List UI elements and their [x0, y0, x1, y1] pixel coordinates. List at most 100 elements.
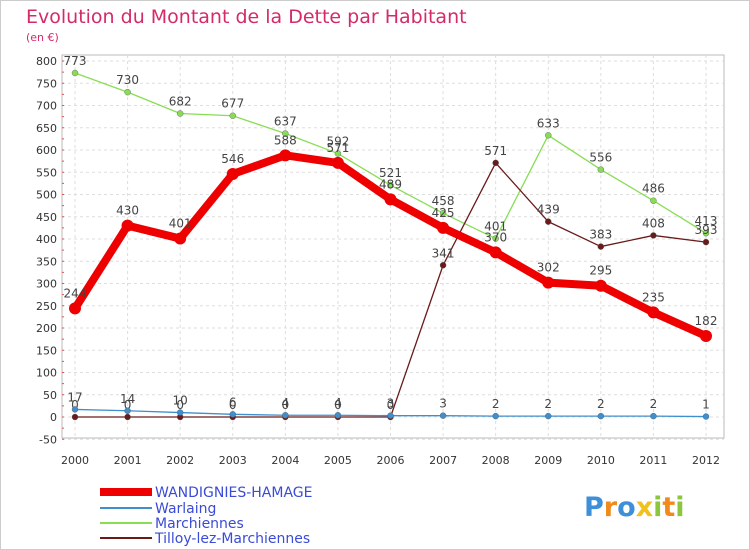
- data-point: [387, 181, 394, 189]
- data-point: [492, 235, 499, 242]
- data-point: [176, 110, 184, 117]
- data-label: 2: [544, 397, 552, 411]
- data-point: [545, 218, 552, 225]
- data-label: 2: [597, 397, 605, 411]
- data-label: 401: [484, 220, 507, 234]
- data-point: [384, 193, 397, 206]
- data-point: [124, 88, 131, 96]
- legend-label-3: Tilloy-lez-Marchiennes: [154, 531, 310, 547]
- data-point: [124, 413, 131, 421]
- data-label: 235: [642, 290, 665, 304]
- data-point: [437, 221, 450, 234]
- y-tick-label: -50: [39, 433, 57, 446]
- data-point: [387, 412, 394, 419]
- data-label: 633: [537, 116, 560, 130]
- data-label: 3: [439, 397, 447, 411]
- data-point: [439, 262, 447, 269]
- data-label: 2: [650, 397, 658, 411]
- y-tick-label: 750: [36, 77, 57, 90]
- data-label: 370: [484, 230, 507, 244]
- y-tick-label: 550: [36, 166, 57, 179]
- data-point: [650, 232, 657, 239]
- x-tick-label: 2010: [587, 454, 615, 467]
- data-label: 10: [173, 394, 188, 408]
- data-point: [176, 409, 184, 416]
- legend-label-0: WANDIGNIES-HAMAGE: [155, 485, 312, 501]
- plot-area: -500501001502002503003504004505005506006…: [36, 54, 725, 467]
- y-tick-label: 600: [36, 144, 57, 157]
- data-label: 556: [589, 151, 612, 165]
- data-point: [334, 412, 342, 419]
- data-label: 1: [702, 398, 710, 412]
- data-label: 571: [326, 141, 349, 155]
- y-tick-label: 150: [36, 344, 57, 357]
- data-label: 773: [64, 54, 87, 68]
- x-tick-label: 2001: [114, 454, 142, 467]
- data-point: [121, 219, 134, 232]
- y-tick-label: 450: [36, 211, 57, 224]
- data-point: [229, 411, 236, 418]
- data-label: 486: [642, 182, 665, 196]
- y-tick-label: 250: [36, 300, 57, 313]
- data-label: 458: [432, 194, 455, 208]
- data-point: [279, 149, 292, 162]
- data-point: [489, 246, 502, 259]
- y-tick-label: 500: [36, 189, 57, 202]
- x-tick-label: 2007: [429, 454, 457, 467]
- x-tick-label: 2008: [482, 454, 510, 467]
- x-tick-label: 2000: [61, 454, 89, 467]
- legend-label-1: Warlaing: [155, 501, 216, 517]
- y-tick-label: 650: [36, 122, 57, 135]
- x-tick-label: 2009: [534, 454, 562, 467]
- data-label: 0: [229, 398, 237, 412]
- data-point: [650, 197, 657, 204]
- y-tick-label: 800: [36, 55, 57, 68]
- data-point: [124, 407, 131, 414]
- data-point: [647, 306, 660, 319]
- data-label: 571: [484, 144, 507, 158]
- data-point: [542, 276, 555, 289]
- data-point: [702, 413, 710, 420]
- data-label: 341: [432, 246, 455, 260]
- data-label: 592: [326, 135, 349, 149]
- data-label: 383: [589, 228, 612, 242]
- data-point: [700, 330, 712, 343]
- data-point: [69, 302, 81, 315]
- data-point: [282, 130, 289, 137]
- data-label: 430: [116, 204, 139, 218]
- data-point: [702, 238, 710, 246]
- data-label: 408: [642, 216, 665, 230]
- data-label: 439: [537, 203, 560, 217]
- logo-text: Proxiti: [584, 492, 685, 523]
- data-label: 401: [169, 217, 192, 231]
- x-tick-label: 2003: [219, 454, 247, 467]
- legend: WANDIGNIES-HAMAGEWarlaingMarchiennesTill…: [100, 485, 312, 547]
- data-point: [439, 412, 447, 419]
- data-point: [650, 412, 657, 420]
- y-tick-label: 50: [43, 389, 57, 402]
- data-label: 393: [695, 223, 718, 237]
- y-tick-label: 700: [36, 100, 57, 113]
- data-label: 425: [432, 206, 455, 220]
- data-label: 489: [379, 177, 402, 191]
- data-label: 0: [282, 398, 290, 412]
- data-point: [226, 168, 239, 181]
- data-label: 0: [124, 398, 132, 412]
- data-point: [492, 159, 499, 167]
- data-point: [331, 156, 344, 169]
- x-tick-label: 2005: [324, 454, 352, 467]
- x-tick-label: 2006: [377, 454, 405, 467]
- data-label: 4: [334, 396, 342, 410]
- data-point: [71, 69, 79, 77]
- data-label: 3: [387, 397, 395, 411]
- data-label: 0: [334, 398, 342, 412]
- chart-subtitle: (en €): [26, 31, 59, 44]
- data-label: 2: [492, 397, 500, 411]
- y-tick-label: 100: [36, 367, 57, 380]
- y-tick-label: 300: [36, 278, 57, 291]
- data-label: 0: [71, 398, 79, 412]
- data-label: 295: [589, 264, 612, 278]
- x-tick-label: 2012: [692, 454, 720, 467]
- data-label: 521: [379, 166, 402, 180]
